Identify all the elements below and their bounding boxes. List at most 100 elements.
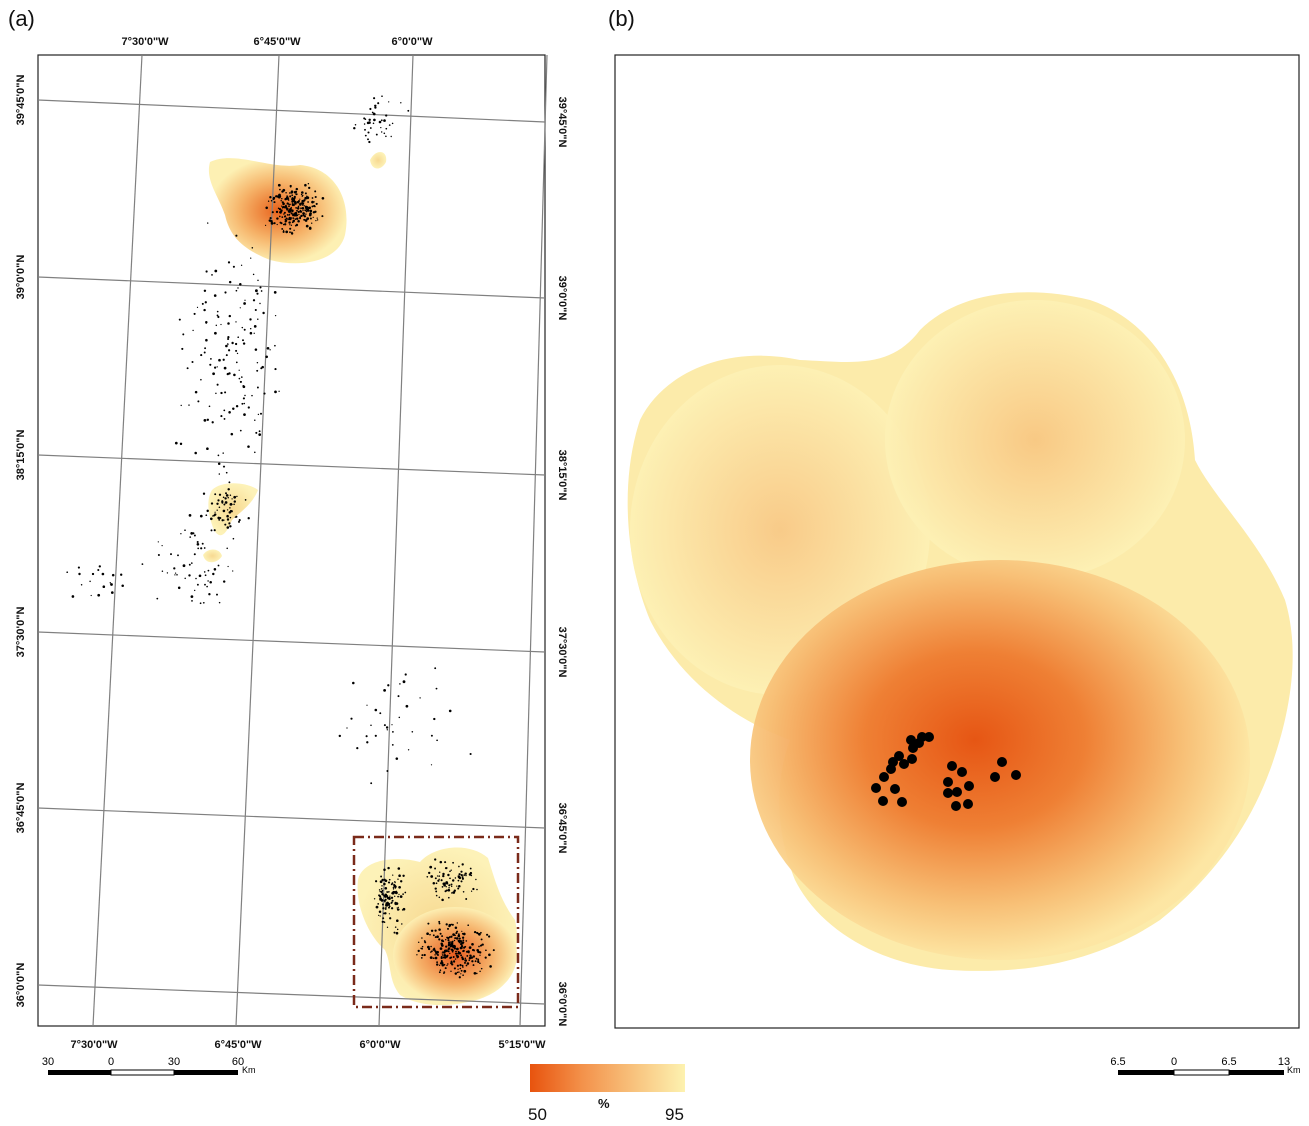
occurrence-point	[303, 218, 306, 221]
occurrence-point	[485, 949, 487, 952]
occurrence-point	[257, 279, 259, 282]
occurrence-point	[447, 950, 450, 953]
occurrence-point	[423, 953, 426, 957]
occurrence-point	[439, 947, 443, 950]
occurrence-point	[426, 875, 429, 878]
occurrence-point	[464, 959, 466, 961]
occurrence-point	[430, 945, 432, 948]
point-cluster-a	[66, 95, 495, 979]
occurrence-point	[448, 709, 452, 713]
occurrence-point	[397, 906, 399, 909]
occurrence-point	[456, 930, 459, 933]
occurrence-point	[383, 878, 386, 881]
occurrence-point	[225, 344, 228, 348]
occurrence-point	[202, 601, 205, 604]
occurrence-point	[963, 799, 973, 809]
occurrence-point	[377, 102, 380, 105]
occurrence-point	[434, 956, 438, 960]
occurrence-point	[283, 213, 285, 215]
occurrence-point	[308, 213, 312, 217]
occurrence-point	[457, 939, 460, 942]
occurrence-point	[210, 358, 212, 360]
occurrence-point	[890, 784, 900, 794]
occurrence-point	[364, 128, 366, 131]
occurrence-point	[479, 970, 481, 973]
occurrence-point	[182, 333, 185, 336]
occurrence-point	[284, 215, 287, 217]
occurrence-point	[213, 529, 216, 532]
occurrence-point	[381, 903, 384, 906]
occurrence-point	[223, 417, 226, 420]
occurrence-point	[278, 195, 282, 198]
occurrence-point	[220, 415, 223, 418]
occurrence-point	[174, 441, 178, 445]
occurrence-point	[166, 572, 169, 574]
occurrence-point	[226, 526, 230, 529]
lon-label-bottom: 6°45'0"W	[214, 1039, 262, 1051]
occurrence-point	[284, 223, 287, 226]
occurrence-point	[383, 868, 386, 871]
occurrence-point	[293, 204, 296, 206]
occurrence-point	[417, 949, 420, 953]
occurrence-point	[266, 346, 270, 350]
occurrence-point	[366, 741, 369, 744]
occurrence-point	[281, 205, 283, 207]
occurrence-point	[230, 510, 233, 513]
occurrence-point	[207, 580, 209, 582]
occurrence-point	[157, 541, 159, 543]
occurrence-point	[237, 287, 239, 289]
occurrence-point	[295, 187, 299, 191]
occurrence-point	[120, 573, 123, 576]
occurrence-point	[384, 895, 387, 898]
occurrence-point	[294, 218, 297, 221]
occurrence-point	[404, 891, 407, 894]
occurrence-point	[274, 390, 277, 394]
occurrence-point	[445, 889, 448, 892]
occurrence-point	[281, 201, 284, 204]
occurrence-point	[475, 957, 478, 960]
occurrence-point	[390, 907, 394, 910]
occurrence-point	[381, 892, 384, 896]
occurrence-point	[430, 929, 434, 933]
occurrence-point	[465, 950, 469, 953]
occurrence-point	[427, 922, 430, 925]
occurrence-point	[434, 887, 437, 890]
occurrence-point	[435, 890, 438, 893]
lon-label-top: 7°30'0"W	[121, 36, 169, 48]
occurrence-point	[338, 734, 341, 738]
occurrence-point	[259, 286, 262, 289]
occurrence-point	[461, 877, 465, 880]
occurrence-point	[190, 562, 193, 564]
occurrence-point	[458, 873, 461, 876]
occurrence-point	[440, 960, 443, 962]
occurrence-point	[89, 580, 91, 583]
occurrence-point	[435, 882, 438, 885]
occurrence-point	[269, 217, 272, 220]
occurrence-point	[387, 866, 390, 870]
occurrence-point	[216, 310, 219, 313]
occurrence-point	[199, 514, 203, 518]
occurrence-point	[385, 726, 389, 729]
occurrence-point	[296, 214, 299, 217]
occurrence-point	[312, 216, 314, 219]
occurrence-point	[193, 534, 196, 537]
occurrence-point	[205, 514, 208, 517]
lat-label-left: 39°45'0"N	[15, 75, 27, 126]
occurrence-point	[102, 585, 106, 588]
occurrence-point	[478, 945, 480, 948]
occurrence-point	[261, 365, 264, 369]
occurrence-point	[196, 583, 199, 586]
occurrence-point	[242, 385, 246, 389]
occurrence-point	[450, 956, 453, 959]
occurrence-point	[200, 547, 203, 550]
occurrence-point	[486, 933, 489, 936]
occurrence-point	[441, 886, 444, 888]
occurrence-point	[308, 186, 311, 190]
occurrence-point	[460, 880, 463, 883]
occurrence-point	[181, 347, 184, 350]
occurrence-point	[293, 213, 297, 217]
occurrence-point	[388, 906, 390, 909]
occurrence-point	[380, 875, 383, 878]
occurrence-point	[268, 219, 272, 222]
occurrence-point	[236, 352, 239, 355]
